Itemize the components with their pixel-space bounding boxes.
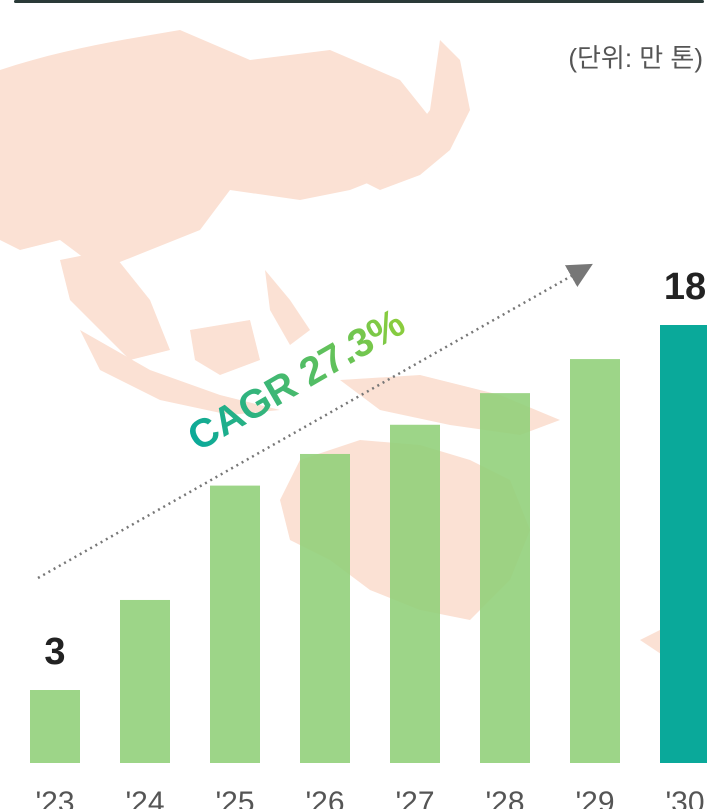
x-tick-label: '26 — [305, 786, 344, 809]
unit-label: (단위: 만 톤) — [568, 43, 703, 73]
x-tick-label: '27 — [395, 786, 434, 809]
x-tick-label: '28 — [485, 786, 524, 809]
value-label: 3 — [44, 631, 65, 673]
x-tick-label: '25 — [215, 786, 254, 809]
bar — [30, 690, 80, 763]
value-label: 18 — [664, 266, 706, 308]
bar — [390, 424, 440, 763]
top-strip — [14, 0, 704, 3]
bar — [210, 485, 260, 763]
bar — [120, 599, 170, 763]
bar — [300, 453, 350, 763]
bar — [570, 359, 620, 763]
x-tick-label: '24 — [125, 786, 164, 809]
trend-arrow — [37, 263, 593, 580]
bar — [480, 393, 530, 763]
bar — [660, 325, 707, 763]
x-tick-label: '29 — [575, 786, 614, 809]
x-tick-label: '23 — [35, 786, 74, 809]
x-tick-label: '30 — [665, 786, 704, 809]
